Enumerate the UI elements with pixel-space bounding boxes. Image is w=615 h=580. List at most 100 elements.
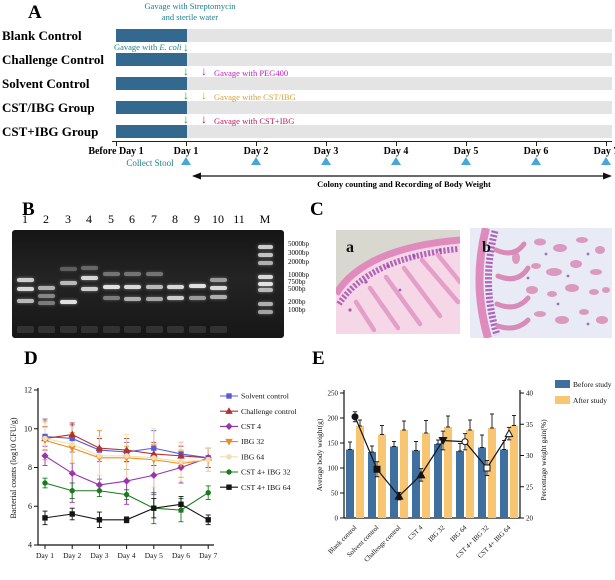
annotation-cst-slash-ibg: Gavage withe CST/IBG <box>214 92 296 102</box>
gel-band <box>123 285 141 289</box>
y-tick-label: 8 <box>28 463 32 472</box>
gel-band <box>145 272 163 276</box>
timeline-label-day2: Day 2 <box>243 146 269 157</box>
treatment-bar-track <box>116 53 612 66</box>
treatment-bar-gavage-phase <box>116 77 187 90</box>
legend-label: IBG 64 <box>241 452 264 461</box>
data-point-marker <box>41 452 49 460</box>
ladder-label-1000bp: 1000bp <box>288 271 309 279</box>
data-point-marker <box>225 438 233 446</box>
lane-label-8: 8 <box>172 212 178 226</box>
data-point-marker <box>123 491 130 498</box>
bar-before-CST 4+ IBG 64 <box>500 449 508 518</box>
bar-after-CST 4+ IBG 32 <box>488 428 496 518</box>
data-point-marker <box>68 469 76 477</box>
bar-after-Blank control <box>356 426 364 518</box>
data-point-marker <box>225 407 233 414</box>
timeline-label-before-day1: Before Day 1 <box>88 146 144 157</box>
y-tick-label: 12 <box>24 386 32 395</box>
x-tick-label: Day 7 <box>199 551 217 560</box>
annotation-peg400: Gavage with PEG400 <box>214 68 289 78</box>
gel-band <box>16 287 34 291</box>
data-point-marker <box>123 517 130 523</box>
data-point-marker <box>69 488 75 494</box>
gel-band <box>257 282 273 286</box>
timeline-label-day4: Day 4 <box>383 146 409 157</box>
data-point-marker <box>69 511 75 517</box>
annotation-streptomycin-line1: Gavage with Streptomycin <box>144 1 236 11</box>
histology-image-a: a <box>336 230 460 334</box>
gel-smear <box>145 326 163 333</box>
group-label-3: Solvent Control <box>2 76 90 91</box>
data-point-marker <box>68 430 76 438</box>
annotation-ecoli-species: E. coli <box>159 42 182 52</box>
gel-band <box>188 284 206 288</box>
ladder-label-100bp: 100bp <box>288 306 306 314</box>
data-point-marker <box>351 413 359 421</box>
gel-band <box>188 296 206 300</box>
timeline-tick <box>115 141 117 146</box>
gel-band <box>80 266 98 270</box>
data-point-marker <box>178 501 184 508</box>
gavage-arrow-cst-plus-ibg: ↓ <box>201 112 207 126</box>
legend-label: CST 4 <box>241 422 261 431</box>
legend-label: IBG 32 <box>241 437 264 446</box>
data-point-marker <box>151 505 157 511</box>
treatment-bar-track <box>116 77 612 90</box>
gel-smear <box>123 326 141 333</box>
gel-band <box>102 296 120 300</box>
treatment-bar-gavage-phase <box>116 29 187 42</box>
x-category-label: IBG 32 <box>427 524 447 544</box>
legend-label: Challenge control <box>241 407 297 416</box>
data-point-marker <box>122 477 131 485</box>
data-point-marker <box>95 444 104 451</box>
gel-band <box>145 285 163 289</box>
stool-sample-triangle <box>461 157 471 165</box>
data-point-marker <box>123 453 130 459</box>
treatment-bar-track <box>116 125 612 138</box>
data-point-marker <box>69 441 75 447</box>
gel-smear <box>188 326 206 333</box>
histology-image-b: b <box>470 228 612 338</box>
right-tick-label: 35 <box>526 421 534 429</box>
colony-counting-arrow <box>192 172 612 180</box>
gel-band <box>257 245 273 249</box>
lane-label-9: 9 <box>194 212 200 226</box>
data-point-marker <box>178 458 184 465</box>
data-point-marker <box>226 454 232 460</box>
data-point-marker <box>394 491 404 500</box>
group-label-5: CST+IBG Group <box>2 124 99 139</box>
lane-label-2: 2 <box>43 212 49 226</box>
gel-smear <box>80 326 98 333</box>
treatment-bar-track <box>116 29 612 42</box>
timeline-label-day3: Day 3 <box>313 146 339 157</box>
gel-band <box>80 287 98 291</box>
group-label-1: Blank Control <box>2 28 82 43</box>
data-point-marker <box>96 517 103 523</box>
gel-band <box>102 272 120 276</box>
lane-label-1: 1 <box>22 212 28 226</box>
legend-label: CST 4+ IBG 32 <box>241 468 291 477</box>
gel-band <box>123 297 141 301</box>
gel-band <box>257 288 273 292</box>
stool-sample-triangle <box>531 157 541 165</box>
right-tick-label: 20 <box>526 515 534 523</box>
gel-band <box>166 285 184 289</box>
lane-label-11: 11 <box>233 212 245 226</box>
histology-a-label: a <box>346 239 354 256</box>
collect-stool-label: Collect Stool <box>126 158 174 168</box>
gel-band <box>16 278 34 282</box>
data-point-marker <box>504 428 514 438</box>
timeline-tick <box>395 141 397 146</box>
gavage-arrow-green-cst-ibg: ↓ <box>183 88 189 102</box>
bar-after-IBG 64 <box>466 430 474 518</box>
timeline-tick <box>185 141 187 146</box>
data-point-marker <box>225 422 233 431</box>
gel-band <box>102 285 120 289</box>
y-axis-title: Bacterial counts (log10 CFU/g) <box>9 417 18 518</box>
left-tick-label: 200 <box>328 415 339 423</box>
gel-band <box>59 267 77 271</box>
left-tick-label: 0 <box>335 515 339 523</box>
data-point-marker <box>226 393 232 399</box>
